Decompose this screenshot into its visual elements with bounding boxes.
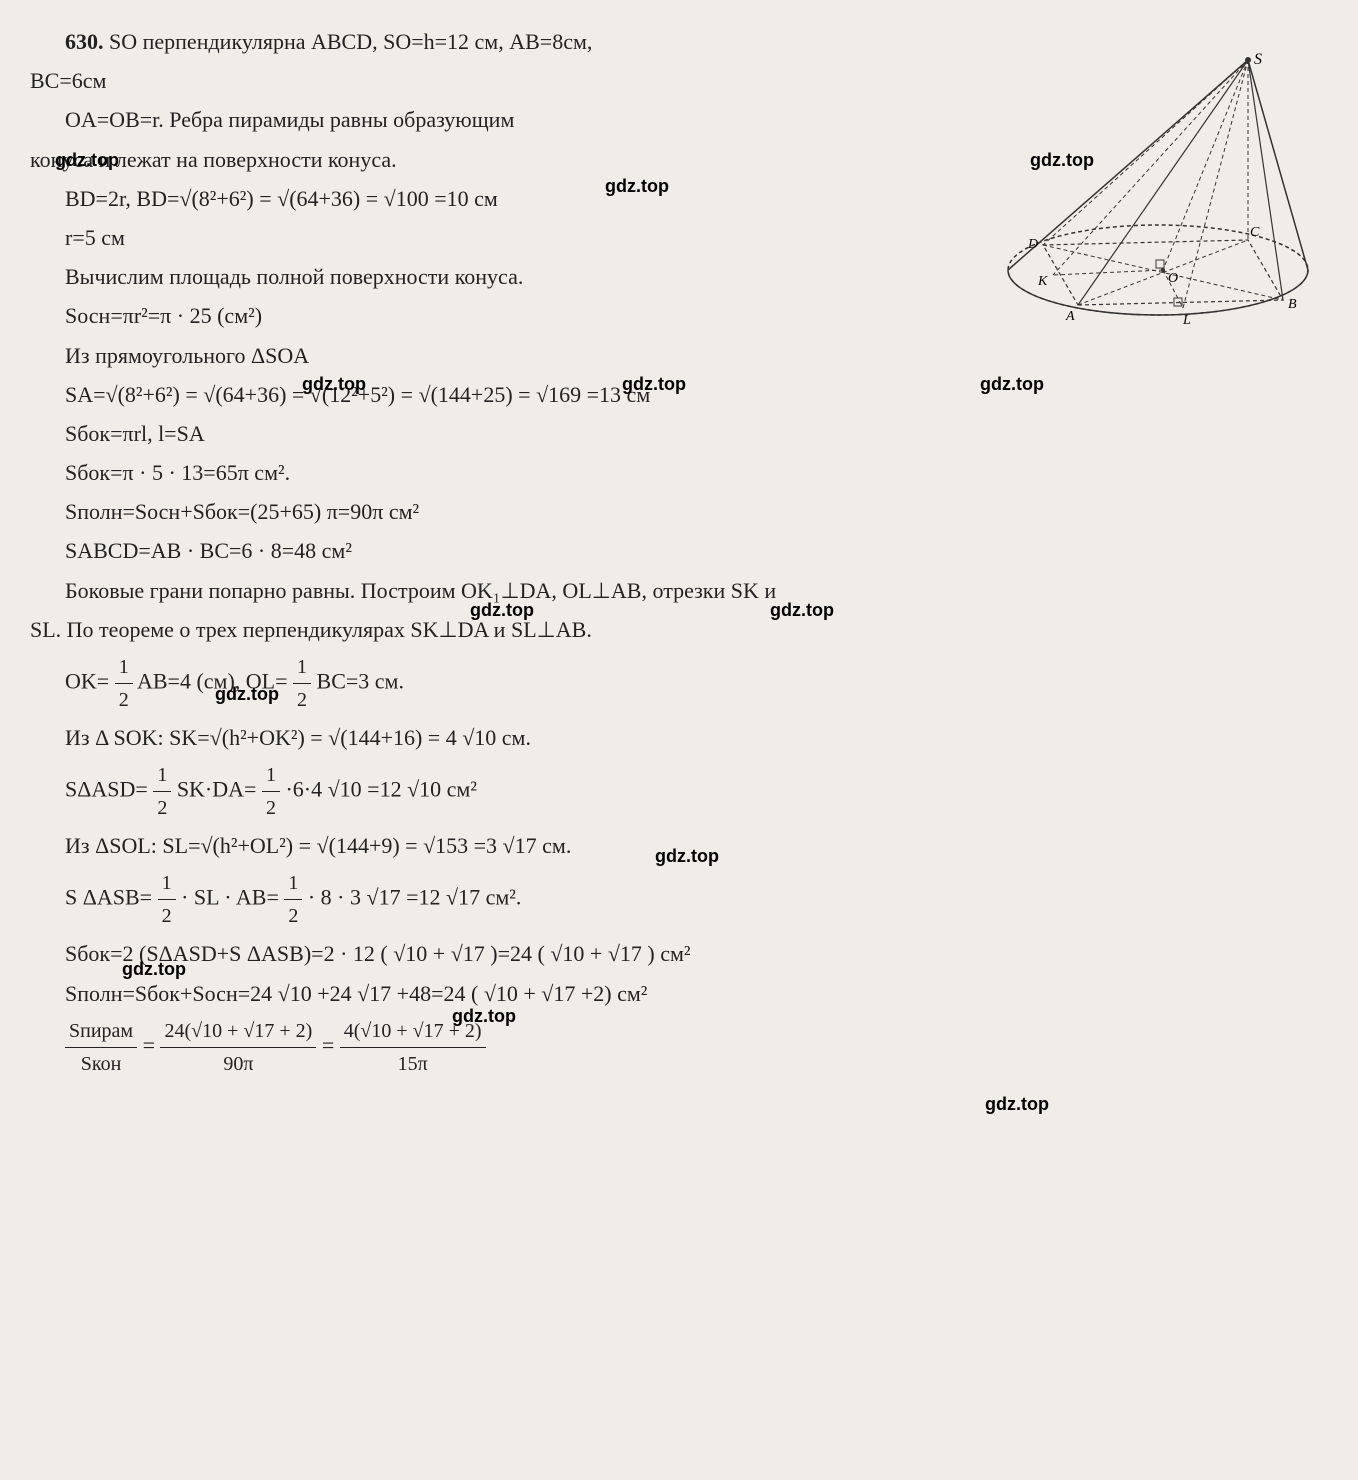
label-o: O [1168,271,1178,286]
cone-diagram: S A B C D O K L [988,50,1328,330]
line-13: Sполн=Sосн+Sбок=(25+65) π=90π см² [30,494,1328,529]
fraction-half: 12 [293,651,311,716]
line-9: Из прямоугольного ΔSOA [30,338,1328,373]
problem-number: 630. [65,29,104,54]
line-19: SΔASD= 12 SK·DA= 12 ·6·4 √10 =12 √10 см² [30,759,1328,824]
label-l: L [1182,313,1191,328]
line-14: SABCD=AB · BC=6 · 8=48 см² [30,533,1328,568]
label-b: B [1288,297,1297,312]
fraction-half: 12 [284,867,302,932]
label-k: K [1037,274,1048,289]
watermark: gdz.top [770,596,834,625]
label-c: C [1250,225,1260,240]
watermark: gdz.top [985,1090,1049,1119]
line-15: Боковые грани попарно равны. Построим OK… [30,573,1328,608]
line-23: Sполн=Sбок+Sосн=24 √10 +24 √17 +48=24 ( … [30,976,1328,1011]
fraction-step1: 24(√10 + √17 + 2)90π [160,1015,316,1080]
watermark: gdz.top [122,955,186,984]
fraction-half: 12 [115,651,133,716]
label-d: D [1027,237,1038,252]
watermark: gdz.top [1030,146,1094,175]
watermark: gdz.top [302,370,366,399]
watermark: gdz.top [470,596,534,625]
watermark: gdz.top [605,172,669,201]
line-18: Из Δ SOK: SK=√(h²+OK²) = √(144+16) = 4 √… [30,720,1328,755]
line-21: S ΔASB= 12 · SL · AB= 12 · 8 · 3 √17 =12… [30,867,1328,932]
watermark: gdz.top [452,1002,516,1031]
watermark: gdz.top [215,680,279,709]
fraction-half: 12 [262,759,280,824]
label-s: S [1254,51,1262,68]
line-11: Sбок=πrl, l=SA [30,416,1328,451]
line-16: SL. По теореме о трех перпендикулярах SK… [30,612,1328,647]
line-12: Sбок=π · 5 · 13=65π см². [30,455,1328,490]
watermark: gdz.top [55,146,119,175]
watermark: gdz.top [655,842,719,871]
watermark: gdz.top [980,370,1044,399]
fraction-half: 12 [153,759,171,824]
label-a: A [1065,309,1075,324]
line-22: Sбок=2 (SΔASD+S ΔASB)=2 · 12 ( √10 + √17… [30,936,1328,971]
fraction-half: 12 [158,867,176,932]
fraction-ratio: SпирамSкон [65,1015,137,1080]
line-final: SпирамSкон = 24(√10 + √17 + 2)90π = 4(√1… [30,1015,1328,1080]
watermark: gdz.top [622,370,686,399]
